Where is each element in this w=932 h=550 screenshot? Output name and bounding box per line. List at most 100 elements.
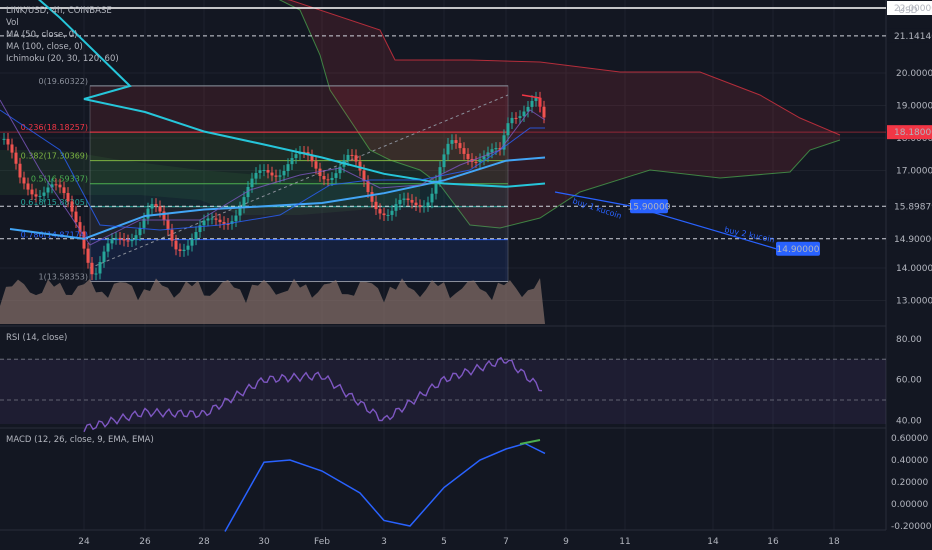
candle-body <box>262 169 266 171</box>
candle-body <box>542 106 546 118</box>
price-label-box <box>887 1 932 15</box>
candle-body <box>238 207 242 216</box>
trendline-red[interactable] <box>521 94 541 112</box>
candle-body <box>74 211 78 223</box>
candle-body <box>330 177 334 181</box>
macd-pane[interactable]: 0.60000 0.40000 0.20000 0.00000 -0.20000 MAC… <box>6 434 932 532</box>
candle-body <box>242 197 246 208</box>
candle-body <box>6 138 10 145</box>
legend-ichimoku[interactable]: Ichimoku (20, 30, 120, 60) <box>6 54 119 64</box>
candle-body <box>354 155 358 162</box>
price-tick-label: 17.00000 <box>896 167 932 177</box>
candle-body <box>482 156 486 160</box>
price-axis-labels: 22.00000 21.14140 18.18000 15.89879 14.90000 <box>887 1 932 246</box>
candle-body <box>446 143 450 155</box>
candle-body <box>458 143 462 149</box>
rsi-line <box>83 356 543 433</box>
macd-tick-label: 0.00000 <box>891 500 928 510</box>
candle-body <box>118 237 122 239</box>
target-badge-2-text: 14.90000 <box>777 245 820 255</box>
fib-band <box>90 132 508 161</box>
candle-body <box>54 184 58 186</box>
candle-body <box>234 215 238 222</box>
candle-body <box>534 97 538 101</box>
candle-body <box>46 187 50 193</box>
projection-line-2[interactable] <box>631 205 777 250</box>
time-tick-label: 16 <box>767 537 779 547</box>
candle-body <box>286 164 290 172</box>
candle-body <box>114 237 118 239</box>
currency-label: USD <box>898 6 917 16</box>
target-badge-1[interactable] <box>630 199 668 214</box>
candle-body <box>102 251 106 263</box>
fib-band <box>90 239 508 282</box>
candle-body <box>134 235 138 240</box>
candle-body <box>90 262 94 275</box>
fib-level-label: 1(13.58353) <box>38 273 88 282</box>
candle-body <box>310 155 314 162</box>
candle-body <box>106 243 110 252</box>
candle-body <box>462 148 466 154</box>
candle-body <box>294 154 298 159</box>
candle-body <box>42 192 46 196</box>
price-label-text: 15.89879 <box>894 202 932 212</box>
candle-body <box>278 175 282 177</box>
candle-body <box>82 231 86 249</box>
symbol-title: LINK/USD, 4h, COINBASE <box>6 6 112 16</box>
candle-body <box>166 219 170 230</box>
volume-area <box>0 278 545 324</box>
candle-body <box>62 187 66 194</box>
candle-body <box>466 153 470 159</box>
candle-body <box>130 239 134 242</box>
candle-body <box>190 239 194 246</box>
candle-body <box>170 229 174 241</box>
candle-body <box>142 218 146 228</box>
candle-body <box>402 198 406 200</box>
target-badge-2[interactable] <box>776 241 820 256</box>
candle-body <box>246 186 250 198</box>
macd-tick-label: 0.20000 <box>891 478 928 488</box>
candle-body <box>154 204 158 207</box>
legend-vol[interactable]: Vol <box>6 18 19 28</box>
price-label-text: 14.90000 <box>894 235 932 245</box>
time-tick-label: 9 <box>563 537 569 547</box>
price-tick-label: 20.00000 <box>896 69 932 79</box>
candle-body <box>174 240 178 250</box>
candle-body <box>318 168 322 176</box>
fib-level-label: 0.618(15.88305) <box>21 198 88 207</box>
price-tick-label: 13.00000 <box>896 297 932 307</box>
candle-body <box>30 189 34 195</box>
fib-level-label: 0(19.60322) <box>38 77 88 86</box>
candle-body <box>206 218 210 221</box>
fib-retracement[interactable]: 0(19.60322) 0.236(18.18257) 0.382(17.30369… <box>21 77 509 283</box>
fib-level-label: 0.5(16.59337) <box>31 175 88 184</box>
macd-line <box>224 442 546 532</box>
legend-ma100[interactable]: MA (100, close, 0) <box>6 42 83 52</box>
candle-body <box>498 147 502 150</box>
candle-body <box>382 213 386 216</box>
candle-body <box>502 135 506 150</box>
candle-body <box>338 166 342 174</box>
candle-body <box>422 206 426 208</box>
projection-line-1[interactable] <box>554 191 633 207</box>
candle-body <box>378 209 382 214</box>
rsi-pane[interactable]: 80.00 60.00 40.00 RSI (14, close) <box>0 333 922 433</box>
candle-body <box>514 117 518 119</box>
candle-body <box>282 171 286 176</box>
candle-body <box>70 201 74 212</box>
macd-divergence-line[interactable] <box>519 439 541 445</box>
legend-ma50[interactable]: MA (50, close, 0) <box>6 30 77 40</box>
candle-body <box>38 195 42 197</box>
candle-body <box>126 240 130 242</box>
time-tick-label: 28 <box>198 537 210 547</box>
rsi-band <box>0 359 886 424</box>
candle-body <box>270 172 274 176</box>
candle-body <box>110 238 114 244</box>
macd-axis: 0.60000 0.40000 0.20000 0.00000 -0.20000 <box>891 434 932 532</box>
candle-body <box>162 211 166 220</box>
candle-body <box>290 158 294 165</box>
time-axis[interactable]: 24 26 28 30 Feb 3 5 7 9 11 14 16 18 <box>78 537 840 547</box>
price-label-box <box>887 125 932 140</box>
candle-body <box>226 223 230 225</box>
